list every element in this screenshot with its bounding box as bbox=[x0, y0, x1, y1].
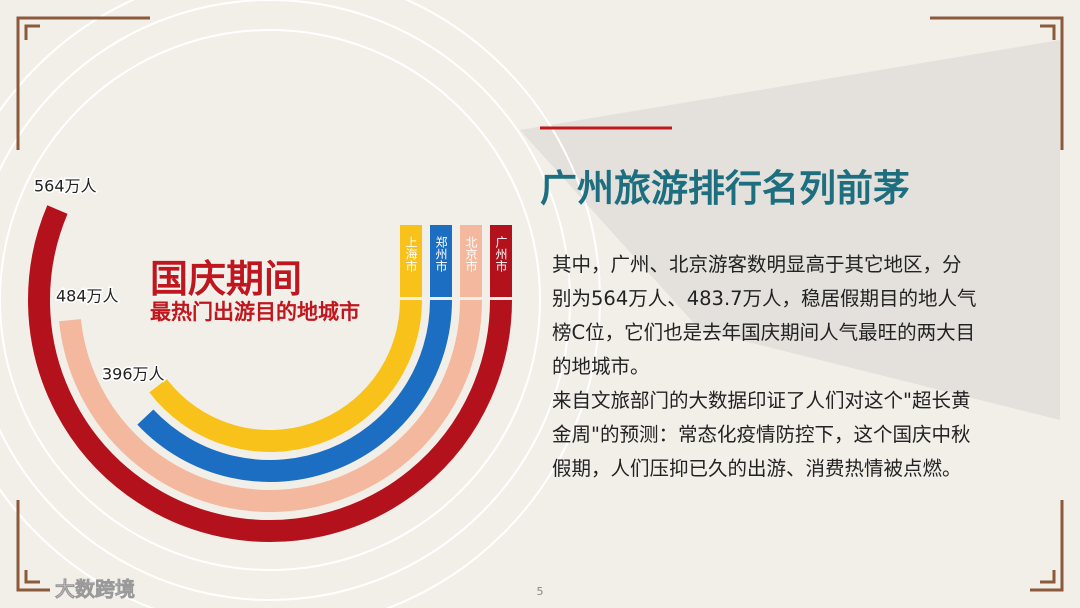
category-label: 郑州市 bbox=[434, 235, 448, 272]
big-title: 国庆期间 bbox=[150, 257, 303, 301]
watermark: 大数跨境 bbox=[55, 577, 135, 601]
category-tab bbox=[400, 225, 422, 297]
radial-bar bbox=[28, 205, 512, 542]
value-label: 484万人 bbox=[56, 287, 119, 306]
background-rings bbox=[0, 0, 601, 608]
page-number: 5 bbox=[537, 585, 544, 598]
category-label: 北京市 bbox=[464, 236, 478, 272]
category-label: 上海市 bbox=[404, 236, 418, 272]
value-label: 396万人 bbox=[102, 365, 165, 384]
body-text: 其中，广州、北京游客数明显高于其它地区，分别为564万人、483.7万人，稳居假… bbox=[552, 248, 977, 486]
category-tab bbox=[490, 225, 512, 297]
category-tab bbox=[430, 225, 452, 297]
category-label: 广州市 bbox=[494, 236, 508, 272]
paragraph: 来自文旅部门的大数据印证了人们对这个"超长黄金周"的预测：常态化疫情防控下，这个… bbox=[552, 389, 971, 480]
paragraph: 其中，广州、北京游客数明显高于其它地区，分别为564万人、483.7万人，稳居假… bbox=[552, 253, 977, 378]
radial-bar bbox=[149, 299, 422, 452]
radial-bar bbox=[137, 299, 452, 482]
background-shape bbox=[520, 40, 1060, 420]
radial-bar bbox=[59, 299, 482, 512]
corner-ornaments bbox=[16, 16, 1064, 592]
subtitle: 最热门出游目的地城市 bbox=[150, 300, 360, 324]
heading: 广州旅游排行名列前茅 bbox=[540, 167, 910, 210]
category-tab bbox=[460, 225, 482, 297]
value-label: 564万人 bbox=[34, 177, 97, 196]
